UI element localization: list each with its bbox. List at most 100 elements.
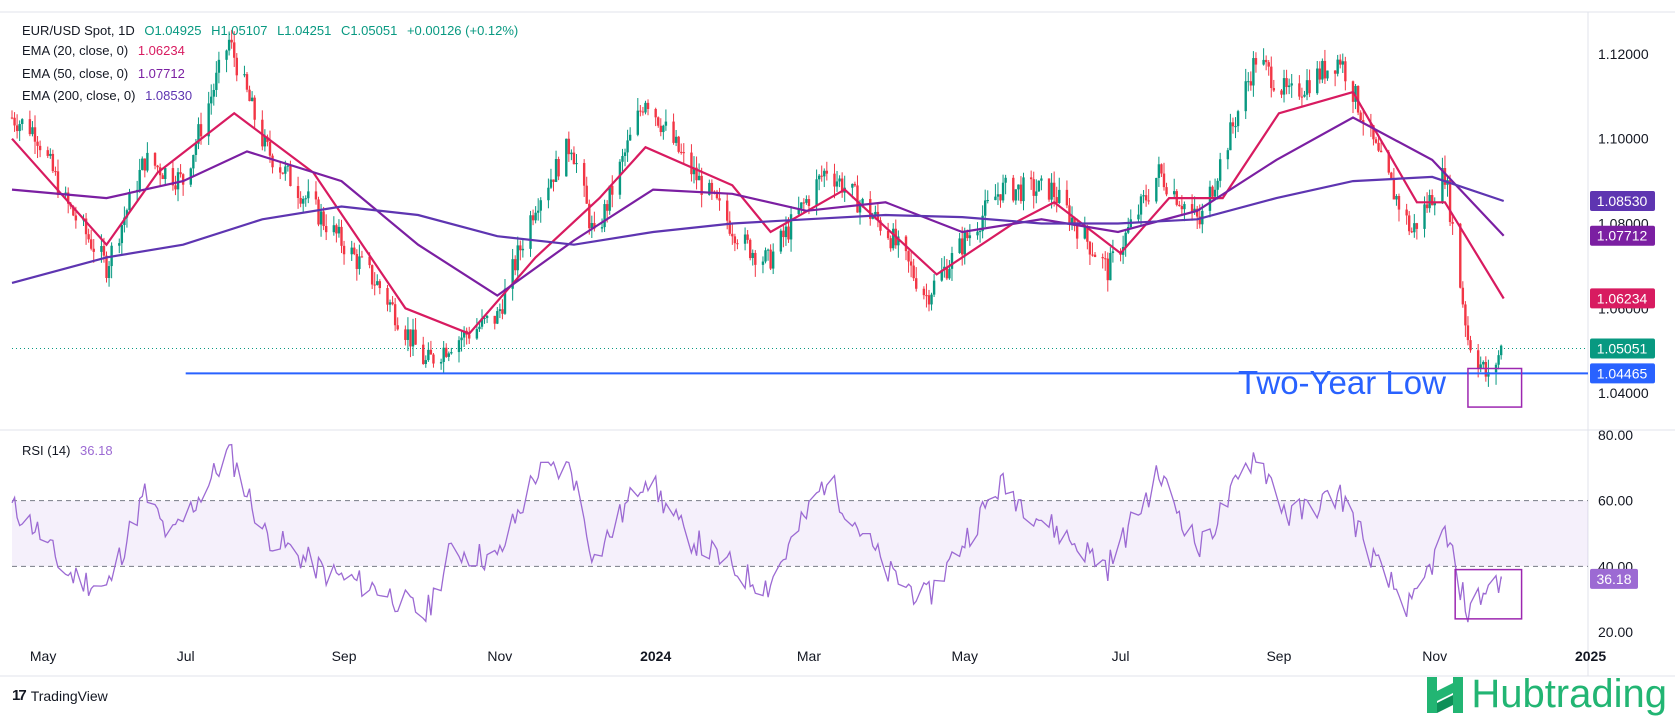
- candle: [493, 315, 496, 330]
- candle-body: [585, 185, 588, 204]
- candle: [840, 172, 844, 198]
- candle-body: [217, 59, 221, 73]
- candle: [1155, 177, 1158, 204]
- candle-body: [332, 225, 336, 233]
- rsi-value: 36.18: [80, 443, 113, 458]
- candle: [820, 165, 823, 182]
- candle-body: [782, 230, 785, 238]
- candle: [1124, 229, 1127, 257]
- legend-ema20: EMA (20, close, 0) 1.06234: [22, 43, 185, 58]
- candle: [800, 202, 803, 213]
- candle: [1321, 58, 1324, 84]
- tradingview-logo[interactable]: 17 TradingView: [12, 687, 108, 704]
- candle: [143, 158, 147, 178]
- price-label-text: 1.06234: [1597, 290, 1648, 306]
- candle-body: [174, 185, 177, 190]
- candle-body: [1144, 195, 1148, 201]
- candle-body: [874, 211, 877, 217]
- candle-body: [72, 206, 75, 216]
- candle-body: [376, 281, 379, 285]
- candle-body: [1482, 362, 1485, 365]
- candle: [1413, 214, 1416, 238]
- candle: [657, 116, 660, 128]
- candle: [907, 250, 910, 273]
- time-tick-label: Mar: [797, 648, 821, 664]
- candle-body: [460, 337, 463, 341]
- candle-body: [146, 152, 149, 171]
- candle: [442, 341, 445, 374]
- candle-body: [746, 234, 749, 240]
- candle-body: [600, 227, 604, 229]
- price-axis-label: 1.06234: [1590, 288, 1655, 309]
- candle: [13, 112, 16, 132]
- candle-body: [1160, 164, 1163, 174]
- candle: [156, 164, 159, 172]
- candle-body: [120, 224, 124, 244]
- candle: [1374, 136, 1378, 144]
- candle: [1211, 185, 1214, 200]
- candle: [856, 175, 859, 213]
- candle-body: [409, 329, 412, 347]
- candle-body: [930, 294, 933, 305]
- candle-body: [1022, 177, 1025, 202]
- candle-body: [100, 246, 103, 252]
- candle: [227, 31, 231, 56]
- candle: [869, 191, 872, 226]
- candle: [659, 118, 662, 137]
- candle-body: [879, 220, 882, 231]
- candle-body: [644, 102, 647, 113]
- candle-body: [646, 102, 650, 110]
- candle-body: [1109, 253, 1112, 281]
- candle-body: [503, 288, 507, 314]
- candle-body: [575, 162, 578, 165]
- candle: [682, 143, 685, 164]
- candle: [1466, 316, 1470, 346]
- price-axis-label: 1.07712: [1590, 225, 1655, 246]
- candle-body: [593, 223, 596, 229]
- candle: [286, 164, 290, 172]
- candle-body: [324, 226, 328, 233]
- time-tick-label: Sep: [332, 648, 357, 664]
- candle-body: [1139, 196, 1143, 215]
- candle: [1344, 56, 1347, 91]
- rsi-tick-label: 80.00: [1598, 427, 1633, 443]
- candle-body: [230, 39, 233, 43]
- candle-body: [335, 225, 338, 234]
- candle-body: [1088, 241, 1092, 255]
- candle-body: [225, 50, 228, 60]
- candle-body: [976, 231, 979, 236]
- candle: [1264, 55, 1268, 71]
- candle: [1285, 69, 1288, 95]
- candle-body: [1155, 177, 1158, 202]
- candle: [879, 217, 882, 236]
- candle-body: [424, 360, 427, 365]
- candle: [1226, 147, 1230, 170]
- rsi-axis-label: 36.18: [1590, 568, 1638, 589]
- candle: [1308, 69, 1311, 98]
- candle-body: [1190, 204, 1194, 212]
- ema50-value: 1.07712: [137, 66, 185, 81]
- candle-body: [263, 136, 267, 147]
- candle-body: [797, 208, 800, 215]
- candle-body: [547, 187, 550, 201]
- candle-body: [1395, 196, 1398, 200]
- candle-body: [516, 245, 519, 271]
- candle-body: [161, 175, 164, 180]
- candle: [1231, 117, 1235, 134]
- candle-body: [1326, 70, 1329, 79]
- candle: [1254, 52, 1258, 73]
- candle: [748, 238, 752, 261]
- candle-body: [909, 261, 913, 266]
- price-label-text: 1.07712: [1597, 228, 1648, 244]
- candle-body: [748, 239, 752, 259]
- candle-body: [567, 138, 571, 155]
- candle-body: [337, 226, 341, 234]
- candle: [498, 303, 502, 319]
- candle: [1326, 70, 1329, 81]
- candle: [1316, 60, 1319, 95]
- candle: [932, 274, 936, 298]
- candle: [1236, 109, 1240, 133]
- candle-body: [128, 192, 131, 211]
- price-tick-label: 1.10000: [1598, 131, 1649, 147]
- candle-body: [805, 199, 808, 203]
